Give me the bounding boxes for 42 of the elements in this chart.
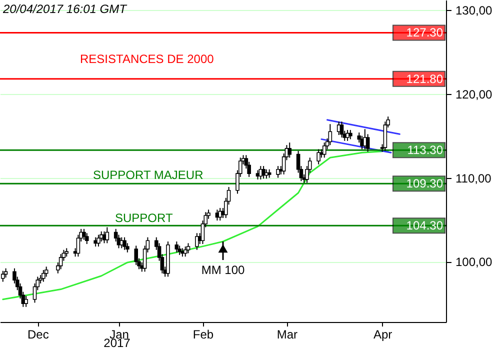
line-series	[2, 150, 389, 300]
candlestick	[42, 270, 46, 282]
candlestick	[346, 129, 350, 142]
annotation: RESISTANCES DE 2000	[80, 52, 214, 66]
x-tick-label: Apr	[373, 328, 392, 342]
candlestick	[328, 124, 332, 146]
annotation: SUPPORT	[115, 211, 174, 225]
x-tick-label: Feb	[192, 328, 214, 342]
y-tick-label: 100,00	[456, 255, 493, 270]
candlestick	[316, 148, 320, 165]
candlestick	[183, 246, 188, 258]
y-tick-label: 110,00	[456, 171, 492, 186]
ref-line-label: 104.30	[406, 218, 444, 233]
candlestick	[122, 236, 126, 250]
candlestick	[24, 296, 28, 308]
ref-line-label: 127.30	[406, 26, 444, 40]
candlestick	[195, 232, 199, 250]
candlestick	[288, 142, 292, 158]
candlestick	[96, 234, 100, 248]
candlestick	[174, 241, 179, 253]
y-tick-label: 130,00	[456, 4, 493, 18]
candlestick	[348, 129, 352, 140]
candlestick	[178, 245, 182, 256]
candlestick	[276, 166, 280, 178]
ref-line-label: 113.30	[407, 143, 444, 158]
candlestick	[322, 142, 326, 158]
candlestick	[340, 121, 344, 138]
candlestick	[186, 242, 190, 254]
annotation: SUPPORT MAJEUR	[93, 168, 204, 182]
annotation: 20/04/2017 16:01 GMT	[2, 2, 128, 16]
candlestick	[82, 228, 86, 240]
candlestick	[262, 166, 266, 180]
ref-line-label: 109.30	[406, 176, 444, 191]
candlestick	[84, 232, 89, 245]
x-tick-label: Dec	[27, 328, 49, 342]
x-tick-label: Mar	[276, 328, 298, 342]
candlestick	[58, 254, 63, 270]
candlestick	[134, 245, 138, 266]
y-tick-label: 120,00	[456, 87, 493, 102]
ref-line-label: 121.80	[406, 72, 444, 86]
candlestick	[105, 226, 110, 244]
annotation: MM 100	[201, 263, 245, 277]
